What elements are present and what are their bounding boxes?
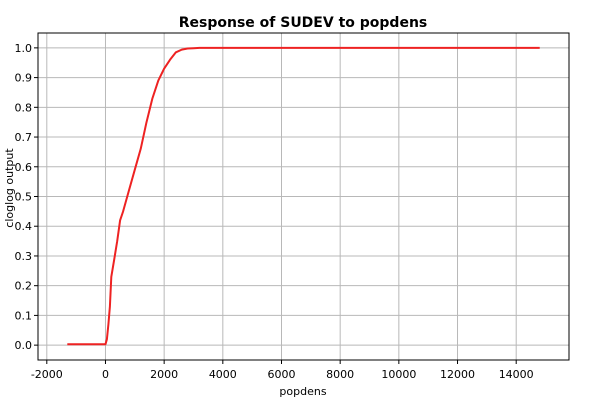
tick-layer: -2000 0 2000 4000 6000 8000 10000 12000 14000 0.0… [15, 42, 534, 381]
y-tick-label: 0.8 [15, 101, 33, 114]
x-tick-label: 12000 [440, 368, 475, 381]
y-tick-label: 0.1 [15, 309, 33, 322]
y-tick-label: 0.7 [15, 131, 33, 144]
chart-title: Response of SUDEV to popdens [179, 15, 428, 31]
y-tick-label: 0.2 [15, 280, 33, 293]
x-tick-label: 0 [102, 368, 109, 381]
y-tick-label: 0.4 [15, 220, 33, 233]
y-tick-label: 0.0 [15, 339, 33, 352]
x-tick-label: 4000 [209, 368, 237, 381]
grid-layer [38, 33, 569, 360]
y-axis-label: cloglog output [3, 148, 16, 228]
response-curve [67, 46, 540, 346]
y-tick-label: 0.3 [15, 250, 33, 263]
x-tick-label: 14000 [499, 368, 534, 381]
x-tick-label: 8000 [326, 368, 354, 381]
x-axis-label: popdens [279, 385, 326, 398]
x-tick-label: 2000 [150, 368, 178, 381]
y-tick-label: 1.0 [15, 42, 33, 55]
series-layer [67, 46, 540, 346]
y-tick-label: 0.9 [15, 72, 33, 85]
y-tick-label: 0.5 [15, 191, 33, 204]
x-tick-label: -2000 [31, 368, 63, 381]
y-tick-label: 0.6 [15, 161, 33, 174]
x-tick-label: 10000 [381, 368, 416, 381]
x-tick-label: 6000 [267, 368, 295, 381]
